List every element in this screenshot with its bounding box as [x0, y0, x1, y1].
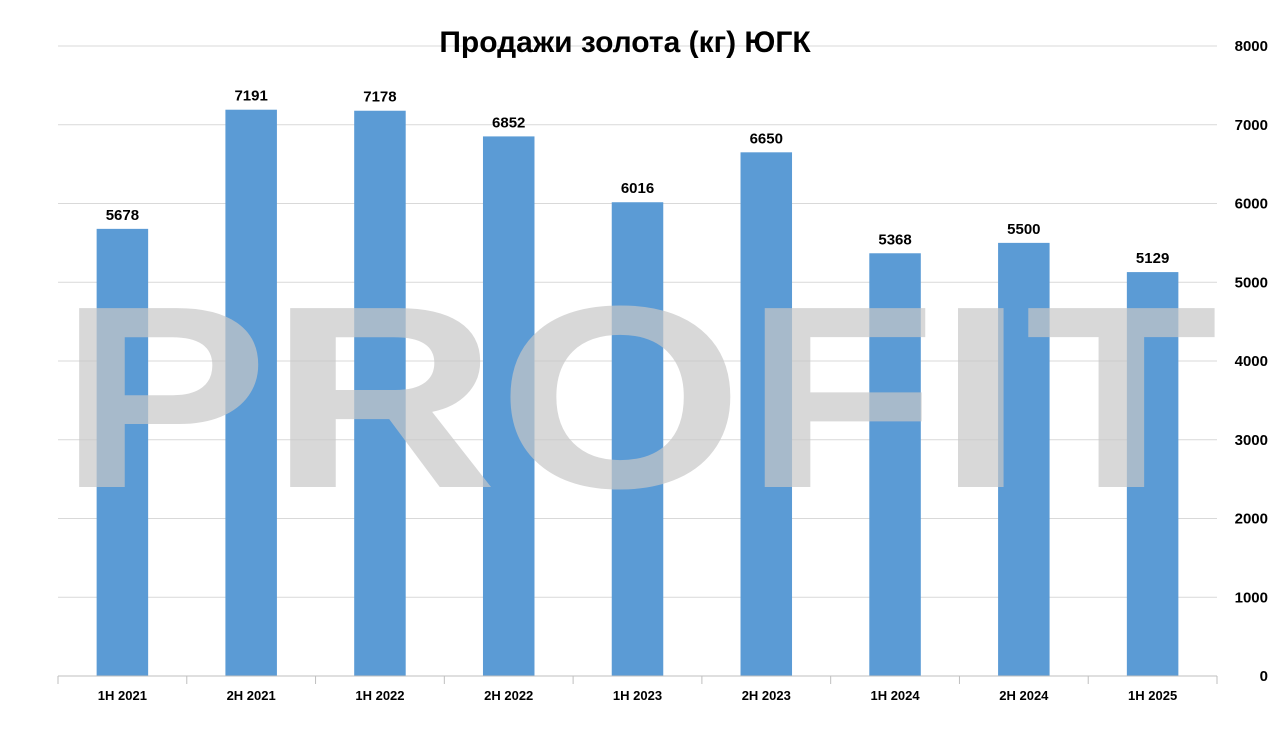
chart-title: Продажи золота (кг) ЮГК	[439, 26, 811, 59]
y-tick-label: 1000	[1235, 589, 1268, 606]
bar	[96, 228, 149, 677]
y-tick-label: 0	[1260, 668, 1268, 685]
bar	[354, 110, 406, 677]
bar	[1126, 272, 1179, 676]
watermark-text: PROFIT	[58, 253, 1218, 543]
data-label: 7191	[234, 88, 267, 105]
y-tick-label: 2000	[1235, 511, 1268, 528]
x-tick-label: 2H 2024	[999, 688, 1049, 703]
bars	[96, 109, 1179, 677]
data-labels: 5678 7191 7178 6852 6016 6650 5368 5500 5129	[106, 88, 1170, 267]
x-tick-label: 2H 2022	[484, 688, 533, 703]
data-label: 7178	[363, 89, 396, 106]
y-tick-label: 5000	[1235, 274, 1268, 291]
data-label: 6016	[621, 180, 654, 197]
data-label: 6650	[750, 130, 783, 147]
y-tick-label: 3000	[1235, 432, 1268, 449]
bar	[611, 202, 664, 677]
bar	[740, 152, 793, 676]
bar	[998, 242, 1050, 676]
data-label: 5129	[1136, 250, 1169, 267]
bar	[482, 136, 535, 676]
bar	[225, 109, 277, 677]
y-tick-label: 8000	[1235, 38, 1268, 55]
y-axis-ticks: 0 1000 2000 3000 4000 5000 6000 7000 8000	[1235, 38, 1268, 685]
x-tick-label: 1H 2022	[355, 688, 404, 703]
x-tick-label: 1H 2025	[1128, 688, 1177, 703]
data-label: 5500	[1007, 221, 1040, 238]
x-tick-label: 1H 2023	[613, 688, 662, 703]
y-tick-label: 6000	[1235, 196, 1268, 213]
y-tick-label: 4000	[1235, 353, 1268, 370]
data-label: 6852	[492, 114, 525, 131]
data-label: 5678	[106, 207, 139, 224]
x-tick-label: 1H 2024	[870, 688, 920, 703]
y-tick-label: 7000	[1235, 117, 1268, 134]
x-tick-label: 2H 2021	[227, 688, 276, 703]
x-tick-label: 2H 2023	[742, 688, 791, 703]
x-tick-label: 1H 2021	[98, 688, 147, 703]
data-label: 5368	[878, 231, 911, 248]
x-axis-ticks: 1H 2021 2H 2021 1H 2022 2H 2022 1H 2023 2H 20…	[57, 676, 1218, 703]
bar	[869, 253, 921, 676]
